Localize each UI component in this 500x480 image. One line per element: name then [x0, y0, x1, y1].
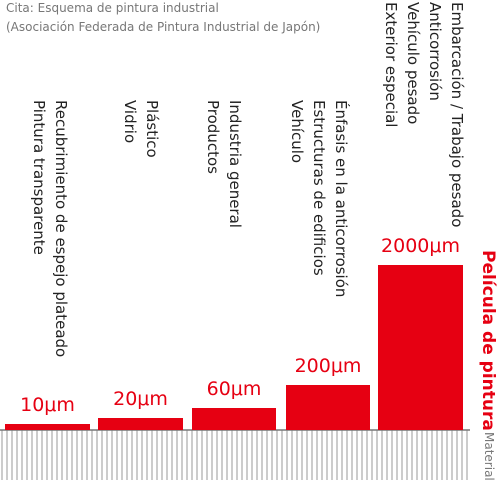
application-line: Vidrio: [121, 100, 139, 144]
application-line: Estructuras de edificios: [310, 100, 328, 276]
citation: (Asociación Federada de Pintura Industri…: [6, 20, 321, 34]
application-list: Embarcación / Trabajo pesado Anticorrosió…: [380, 2, 468, 227]
application-line: Exterior especial: [382, 2, 400, 128]
application-line: Pintura transparente: [30, 100, 48, 255]
application-line: Vehículo: [288, 100, 306, 164]
material-hatch: [0, 430, 470, 480]
material-label: Material: [482, 432, 496, 480]
application-line: Industria general: [226, 100, 244, 228]
thickness-label: 10μm: [20, 394, 75, 416]
thickness-label: 20μm: [113, 388, 168, 410]
application-line: Recubrimiento de espejo plateado: [52, 100, 70, 358]
application-line: Productos: [204, 100, 222, 174]
application-line: Énfasis en la anticorrosión: [332, 100, 350, 298]
thickness-label: 2000μm: [381, 235, 460, 257]
thickness-label: 200μm: [294, 355, 362, 377]
application-line: Embarcación / Trabajo pesado: [448, 2, 466, 228]
application-line: Plástico: [143, 100, 161, 158]
application-list: Industria general Productos: [202, 100, 246, 228]
paint-film-label: Película de pintura: [478, 250, 498, 431]
application-list: Plástico Vidrio: [119, 100, 163, 158]
application-list: Recubrimiento de espejo plateado Pintura …: [28, 100, 72, 357]
paint-bar: [286, 385, 370, 430]
application-line: Vehículo pesado: [404, 2, 422, 125]
paint-bar: [98, 418, 183, 430]
citation: Cita: Esquema de pintura industrial: [6, 1, 219, 15]
paint-bar: [5, 424, 90, 430]
application-list: Énfasis en la anticorrosión Estructuras d…: [286, 100, 352, 297]
thickness-label: 60μm: [206, 378, 262, 400]
paint-bar: [192, 408, 276, 430]
application-line: Anticorrosión: [426, 2, 444, 101]
ground: [0, 429, 470, 480]
paint-bar: [378, 265, 463, 430]
